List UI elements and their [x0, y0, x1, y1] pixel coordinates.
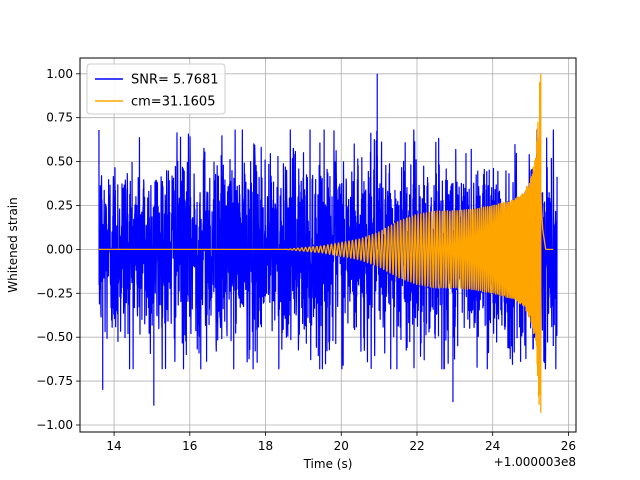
series-line-strain [98, 73, 558, 406]
x-tick-label: 18 [258, 439, 273, 453]
x-tick-label: 24 [485, 439, 500, 453]
series-layer [98, 73, 558, 413]
y-tick-label: −0.75 [36, 374, 73, 388]
y-tick-label: 0.25 [46, 198, 73, 212]
x-tick-label: 16 [182, 439, 197, 453]
y-tick-label: 1.00 [46, 67, 73, 81]
x-tick-label: 22 [409, 439, 424, 453]
legend-label: cm=31.1605 [131, 95, 215, 110]
y-tick-label: −1.00 [36, 418, 73, 432]
y-axis-label: Whitened strain [6, 197, 20, 293]
x-axis-label: Time (s) [303, 457, 353, 471]
y-tick-label: −0.25 [36, 286, 73, 300]
x-tick-label: 20 [334, 439, 349, 453]
legend: SNR= 5.7681 cm=31.1605 [86, 63, 226, 115]
y-tick-label: −0.50 [36, 330, 73, 344]
y-tick-label: 0.00 [46, 242, 73, 256]
legend-label: SNR= 5.7681 [131, 73, 219, 88]
x-tick-label: 26 [561, 439, 576, 453]
ticks: 14 16 18 20 22 24 26 −1.00 −0.75 −0.50 −0.25 0.00 0.… [36, 67, 576, 453]
y-tick-label: 0.50 [46, 155, 73, 169]
y-tick-label: 0.75 [46, 111, 73, 125]
x-axis-offset-label: +1.000003e8 [494, 455, 576, 469]
axes-frame [79, 57, 577, 433]
x-tick-label: 14 [106, 439, 121, 453]
series-line-template [98, 73, 554, 413]
